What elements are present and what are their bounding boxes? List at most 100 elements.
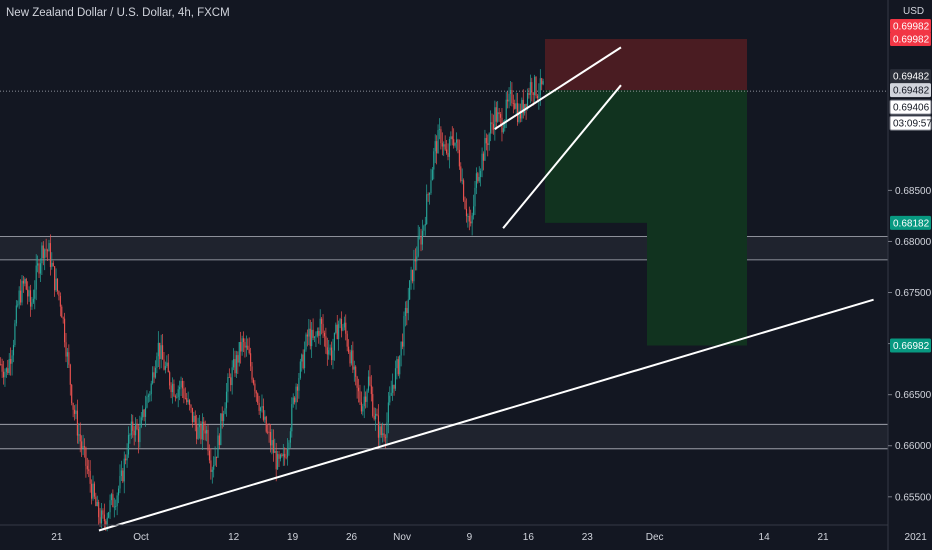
candle-body bbox=[491, 122, 493, 125]
candle-body bbox=[10, 359, 12, 364]
candle-body bbox=[477, 173, 479, 182]
candle-body bbox=[125, 458, 127, 461]
candle-body bbox=[490, 122, 492, 134]
candle-body bbox=[340, 318, 343, 331]
candle-body bbox=[301, 354, 303, 362]
candle-body bbox=[308, 328, 310, 337]
candle-body bbox=[28, 290, 30, 297]
candle-body bbox=[137, 429, 139, 443]
candle-body bbox=[237, 355, 239, 363]
candle-body bbox=[284, 453, 286, 458]
candle-body bbox=[394, 368, 397, 389]
price-tags: 0.69982 0.69982 0.69482 0.69482 0.69406 03:09… bbox=[889, 19, 932, 353]
wedge-lower-line[interactable] bbox=[502, 84, 622, 229]
candle-body bbox=[333, 332, 335, 351]
candle-body bbox=[528, 93, 530, 96]
candle-body bbox=[267, 431, 269, 433]
candle-body bbox=[210, 460, 212, 472]
candle-body bbox=[99, 517, 101, 524]
candle-body bbox=[228, 377, 230, 378]
candle-body bbox=[288, 442, 290, 449]
candle-body bbox=[223, 413, 225, 422]
candle-body bbox=[423, 225, 425, 231]
candle-body bbox=[370, 385, 372, 395]
candle-body bbox=[260, 407, 262, 411]
candle-body bbox=[81, 441, 83, 449]
candle-body bbox=[467, 216, 469, 217]
wedge-upper-line[interactable] bbox=[494, 46, 622, 130]
candle-body bbox=[37, 263, 39, 266]
currency-label: USD bbox=[903, 6, 924, 17]
candle-body bbox=[453, 139, 455, 146]
candle-body bbox=[440, 129, 442, 144]
candle-body bbox=[494, 107, 496, 130]
candle-body bbox=[470, 221, 472, 224]
candle-body bbox=[31, 302, 33, 307]
candle-body bbox=[329, 347, 331, 351]
candle-body bbox=[252, 379, 255, 384]
candle-body bbox=[274, 450, 276, 453]
candle-body bbox=[404, 308, 406, 317]
candle-body bbox=[224, 408, 226, 414]
position-layer bbox=[0, 39, 888, 346]
candle-body bbox=[519, 110, 521, 119]
stop-loss-tag-text: 0.69982 bbox=[893, 35, 930, 46]
entry-tag-top-text: 0.69482 bbox=[893, 72, 930, 83]
candle-body bbox=[113, 506, 115, 508]
candle-body bbox=[468, 216, 470, 222]
entry-tag-box bbox=[890, 83, 931, 98]
candle-body bbox=[460, 166, 462, 181]
candle-body bbox=[69, 364, 71, 385]
candle-body bbox=[421, 230, 423, 245]
candle-body bbox=[495, 107, 497, 122]
candle-body bbox=[78, 434, 80, 436]
candle-body bbox=[133, 430, 135, 436]
candle-body bbox=[214, 456, 216, 466]
time-tick-label: 14 bbox=[759, 532, 771, 543]
time-tick-label: 19 bbox=[287, 532, 299, 543]
candle-body bbox=[458, 149, 460, 167]
candle-body bbox=[393, 384, 395, 389]
candle-body bbox=[194, 415, 196, 425]
candle-body bbox=[233, 359, 235, 368]
candle-body bbox=[471, 215, 473, 224]
candle-body bbox=[525, 104, 527, 108]
time-tick-label: 26 bbox=[346, 532, 358, 543]
candle-body bbox=[367, 376, 370, 391]
candle-body bbox=[191, 407, 193, 423]
entry-tag: 0.69482 bbox=[890, 83, 931, 98]
candle-body bbox=[406, 308, 408, 314]
candle-body bbox=[407, 299, 409, 314]
ascending-trendline[interactable] bbox=[98, 298, 874, 532]
candle-body bbox=[218, 435, 220, 446]
candle-body bbox=[95, 496, 97, 507]
candle-body bbox=[430, 180, 432, 194]
candle-body bbox=[377, 415, 379, 438]
candle-body bbox=[170, 385, 172, 393]
candle-body bbox=[258, 403, 260, 411]
candle-body bbox=[431, 169, 433, 181]
candle-body bbox=[411, 269, 414, 282]
candle-body bbox=[342, 327, 344, 331]
candle-body bbox=[71, 384, 73, 404]
candle-body bbox=[289, 431, 291, 443]
candle-body bbox=[507, 99, 509, 102]
candle-body bbox=[359, 391, 361, 403]
candle-body bbox=[515, 103, 517, 109]
candle-body bbox=[17, 304, 19, 306]
candle-body bbox=[55, 278, 57, 291]
candle-body bbox=[433, 151, 435, 170]
candle-body bbox=[38, 263, 40, 274]
candle-body bbox=[144, 407, 147, 417]
candle-body bbox=[473, 206, 475, 216]
candle-body bbox=[215, 456, 218, 458]
candle-body bbox=[230, 377, 232, 386]
candle-body bbox=[119, 476, 121, 489]
candle-body bbox=[345, 322, 347, 334]
zones-layer bbox=[0, 235, 888, 450]
time-axis[interactable]: 21 Oct 12 19 26 Nov 9 16 23 Dec 14 21 2021 bbox=[0, 524, 927, 543]
candle-body bbox=[217, 435, 219, 458]
candle-body bbox=[245, 345, 247, 348]
candle-body bbox=[292, 397, 294, 405]
